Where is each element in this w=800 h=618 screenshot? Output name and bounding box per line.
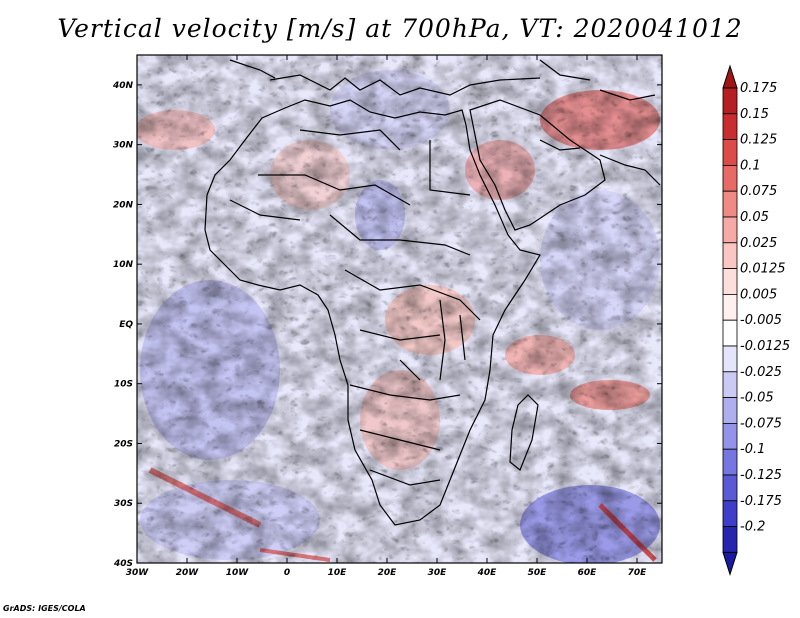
y-tick-label: 10N — [113, 260, 134, 270]
colorbar-label: -0.075 — [740, 416, 782, 431]
velocity-field — [137, 55, 662, 563]
colorbar-label: 0.025 — [740, 236, 777, 251]
colorbar-swatch — [722, 268, 738, 295]
colorbar-label: -0.125 — [740, 468, 782, 483]
x-tick-label: 20W — [176, 568, 200, 578]
colorbar-swatch — [722, 474, 738, 502]
colorbar-swatch — [722, 164, 738, 192]
y-tick-label: 40S — [113, 559, 133, 569]
colorbar-label: -0.175 — [740, 494, 782, 509]
y-tick-label: 10S — [114, 380, 133, 390]
colorbar-swatch — [722, 397, 738, 424]
x-tick-label: 40E — [477, 568, 498, 578]
colorbar-swatch — [722, 216, 738, 244]
y-tick-label: 30S — [114, 499, 133, 509]
x-tick-label: 50E — [528, 568, 548, 578]
colorbar-label: 0.0125 — [740, 262, 786, 277]
colorbar-swatch — [722, 113, 738, 141]
colorbar-swatch — [722, 87, 738, 115]
x-tick-label: 0 — [284, 568, 290, 578]
colorbar-label: 0.05 — [740, 210, 769, 225]
colorbar-label: -0.1 — [740, 442, 765, 457]
colorbar-swatch — [722, 448, 738, 476]
coastlines — [204, 59, 661, 526]
map-frame — [136, 54, 663, 564]
colorbar-label: -0.0125 — [740, 339, 790, 354]
chart-title: Vertical velocity [m/s] at 700hPa, VT: 2… — [57, 14, 743, 43]
x-tick-label: 60E — [578, 568, 598, 578]
credit-text: GrADS: IGES/COLA — [3, 604, 86, 613]
colorbar-label: -0.05 — [740, 391, 774, 406]
colorbar-swatch — [722, 139, 738, 166]
colorbar-label: 0.175 — [740, 81, 777, 96]
colorbar-swatch — [722, 345, 738, 373]
x-tick-label: 30E — [428, 568, 448, 578]
colorbar-swatch — [722, 319, 738, 347]
y-tick-label: 20N — [113, 200, 134, 210]
y-tick-label: 40N — [112, 81, 134, 91]
axis-ticks: 30W 20W 10W 0 10E 20E 30E 40E 50E 60E 70E 40N 30N 20N… — [112, 55, 662, 578]
y-tick-label: 20S — [114, 439, 133, 449]
colorbar-swatch — [722, 293, 738, 321]
colorbar-swatch — [722, 242, 738, 270]
colorbar-bottom-arrow — [722, 551, 738, 577]
x-tick-label: 10W — [226, 568, 250, 578]
colorbar-swatch — [722, 422, 738, 450]
colorbar-label: 0.1 — [740, 158, 761, 173]
colorbar-swatch — [722, 371, 738, 398]
colorbar-label: 0.075 — [740, 184, 777, 199]
colorbar-swatch — [722, 500, 738, 527]
colorbar-label: -0.2 — [740, 520, 765, 535]
colorbar-label: -0.025 — [740, 365, 782, 380]
colorbar-label: 0.125 — [740, 133, 777, 148]
x-tick-label: 70E — [628, 568, 648, 578]
x-tick-label: 20E — [378, 568, 398, 578]
y-tick-label: EQ — [119, 320, 133, 330]
colorbar-top-arrow — [722, 64, 738, 89]
colorbar-label: -0.005 — [740, 313, 782, 328]
colorbar-label: 0.15 — [740, 107, 769, 122]
colorbar-swatch — [722, 190, 738, 218]
colorbar-label: 0.005 — [740, 287, 777, 302]
y-tick-label: 30N — [113, 141, 134, 151]
x-tick-label: 30W — [126, 568, 150, 578]
colorbar-legend: 0.175 0.15 0.125 0.1 0.075 0.05 0.025 0.0125 0.0… — [722, 64, 790, 577]
colorbar-swatch — [722, 526, 738, 553]
x-tick-label: 10E — [328, 568, 348, 578]
